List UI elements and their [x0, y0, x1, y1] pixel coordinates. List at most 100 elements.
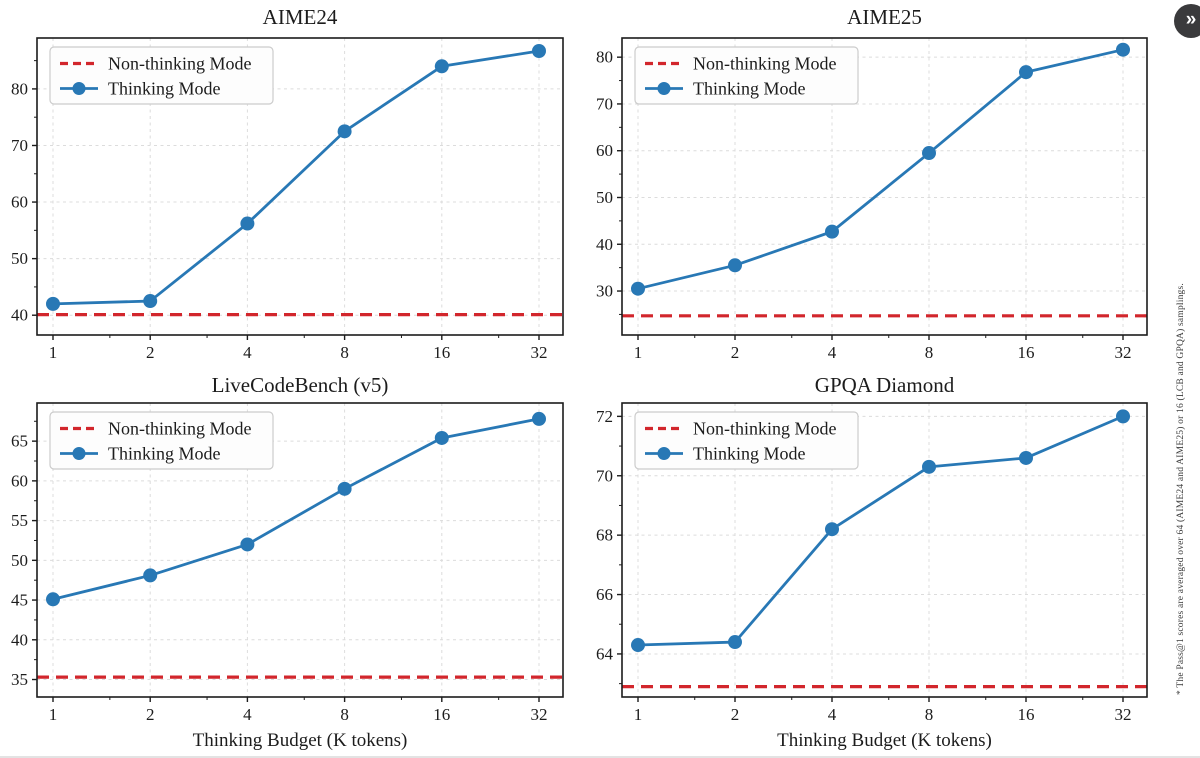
plot-border [36, 402, 564, 698]
chart-title: GPQA Diamond [815, 373, 955, 397]
legend-box [634, 46, 859, 105]
data-point [1116, 42, 1130, 57]
x-axis-label: Thinking Budget (K tokens) [193, 730, 408, 751]
legend-label-non-thinking: Non-thinking Mode [108, 54, 252, 74]
y-tick-label: 40 [596, 235, 613, 254]
x-tick-label: 8 [925, 705, 934, 724]
data-point [46, 296, 60, 311]
x-tick-label: 4 [243, 705, 252, 724]
plot-border [36, 37, 564, 336]
legend-label-non-thinking: Non-thinking Mode [108, 419, 252, 439]
thinking-line [637, 415, 1124, 647]
double-chevron-right-icon: » [1185, 9, 1197, 30]
data-point [532, 411, 546, 426]
legend-label-thinking: Thinking Mode [108, 444, 221, 464]
data-point [1019, 65, 1033, 80]
plot-border [621, 402, 1148, 698]
chart-aime25: 1 2 4 8 16 32 30 40 50 60 70 80 AIME25 Non-thinking M… [596, 5, 1148, 362]
x-tick-label: 8 [925, 343, 934, 362]
x-tick-label: 1 [49, 343, 58, 362]
y-tick-label: 30 [596, 282, 613, 301]
x-tick-label: 4 [828, 705, 837, 724]
y-tick-label: 64 [596, 644, 614, 663]
x-tick-label: 1 [634, 705, 643, 724]
data-point [1019, 450, 1033, 465]
y-tick-label: 65 [11, 432, 28, 451]
data-point [728, 635, 742, 650]
y-tick-label: 70 [596, 94, 613, 113]
data-point [532, 44, 546, 59]
y-tick-label: 70 [11, 136, 28, 155]
data-point [728, 258, 742, 273]
y-tick-label: 80 [11, 79, 28, 98]
legend-label-non-thinking: Non-thinking Mode [693, 54, 837, 74]
x-tick-label: 8 [340, 705, 349, 724]
chart-aime24: 1 2 4 8 16 32 40 50 60 70 80 AIME24 Non-thinking Mod… [11, 5, 564, 362]
y-tick-label: 72 [596, 407, 613, 426]
x-tick-label: 2 [146, 705, 155, 724]
tick-marks [617, 56, 1124, 340]
tick-marks [32, 420, 540, 702]
x-tick-label: 32 [1115, 705, 1132, 724]
data-point [143, 568, 158, 583]
x-tick-label: 32 [531, 705, 548, 724]
expand-button[interactable]: » [1174, 4, 1200, 38]
footnote-text: * The Pass@1 scores are averaged over 64… [1176, 283, 1186, 695]
y-tick-label: 40 [11, 306, 28, 325]
x-tick-label: 4 [828, 343, 837, 362]
legend-marker-sample [657, 447, 671, 460]
x-tick-label: 2 [731, 343, 740, 362]
tick-marks [32, 60, 540, 340]
chart-gpqa-diamond: 1 2 4 8 16 32 64 66 68 70 72 GPQA Diamond Thinking B… [596, 373, 1148, 751]
legend-box [49, 411, 274, 470]
chart-title: AIME24 [263, 5, 338, 29]
legend-marker-sample [657, 82, 671, 95]
chart-title: LiveCodeBench (v5) [212, 373, 389, 397]
y-tick-label: 55 [11, 511, 28, 530]
x-axis-label: Thinking Budget (K tokens) [777, 730, 992, 751]
data-point [631, 281, 645, 296]
x-tick-label: 8 [340, 343, 349, 362]
x-tick-label: 16 [1018, 343, 1035, 362]
y-tick-label: 40 [11, 630, 28, 649]
gridlines [37, 403, 563, 697]
data-point [240, 216, 255, 231]
legend-label-thinking: Thinking Mode [108, 79, 221, 99]
data-point [46, 592, 60, 607]
legend: Non-thinking Mode Thinking Mode [634, 411, 859, 470]
chart-title: AIME25 [847, 5, 922, 29]
data-point [922, 146, 936, 161]
data-point [240, 537, 255, 552]
thinking-line [52, 417, 540, 601]
data-point [922, 459, 936, 474]
y-tick-label: 50 [11, 551, 28, 570]
y-tick-label: 60 [596, 141, 613, 160]
y-tick-label: 66 [596, 585, 613, 604]
data-point [434, 430, 449, 445]
data-point [825, 224, 839, 239]
thinking-line [52, 49, 540, 306]
x-tick-label: 16 [433, 705, 450, 724]
y-tick-label: 60 [11, 193, 28, 212]
data-point [337, 124, 352, 139]
y-tick-label: 45 [11, 591, 28, 610]
data-point [337, 481, 352, 496]
x-tick-label: 16 [433, 343, 450, 362]
legend-label-thinking: Thinking Mode [693, 79, 806, 99]
x-tick-label: 1 [49, 705, 58, 724]
x-tick-label: 2 [146, 343, 155, 362]
y-tick-label: 60 [11, 471, 28, 490]
x-tick-label: 2 [731, 705, 740, 724]
legend: Non-thinking Mode Thinking Mode [634, 46, 859, 105]
y-tick-label: 50 [596, 188, 613, 207]
legend-box [634, 411, 859, 470]
y-tick-label: 80 [596, 48, 613, 67]
bottom-divider [0, 756, 1200, 758]
legend-label-non-thinking: Non-thinking Mode [693, 419, 837, 439]
x-tick-label: 16 [1018, 705, 1035, 724]
legend-label-thinking: Thinking Mode [693, 444, 806, 464]
legend: Non-thinking Mode Thinking Mode [49, 411, 274, 470]
data-point [143, 294, 158, 309]
legend: Non-thinking Mode Thinking Mode [49, 46, 274, 105]
